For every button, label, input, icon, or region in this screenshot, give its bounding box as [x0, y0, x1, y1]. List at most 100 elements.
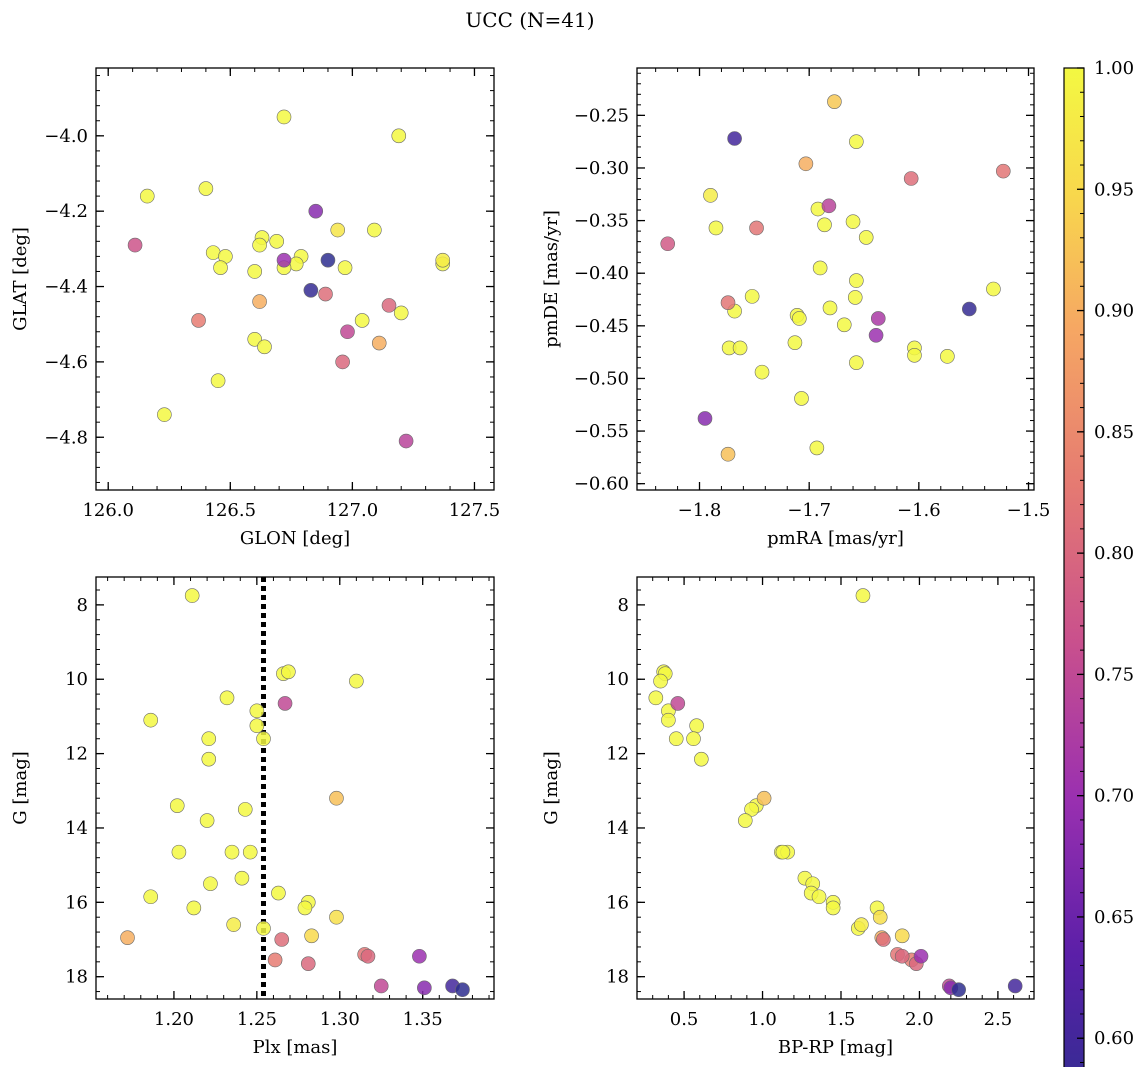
- y-tick-label: 10: [65, 669, 88, 690]
- data-point: [727, 131, 742, 146]
- data-point: [256, 731, 271, 747]
- data-point: [817, 217, 832, 233]
- data-point: [847, 290, 863, 305]
- y-tick-label: 16: [606, 892, 629, 913]
- x-tick-label: −1.5: [1007, 500, 1051, 521]
- data-point: [809, 440, 825, 456]
- data-point: [269, 234, 284, 249]
- data-point: [120, 930, 135, 945]
- data-point: [198, 181, 214, 196]
- data-point: [186, 900, 202, 916]
- y-tick-label: −4.6: [44, 352, 88, 373]
- data-point: [257, 339, 272, 355]
- data-point: [668, 731, 684, 747]
- data-point: [237, 802, 253, 817]
- colorbar-tick-label: 0.85: [1094, 422, 1134, 443]
- data-point: [870, 311, 886, 326]
- axes-frame: [95, 576, 495, 1000]
- x-tick-label: 127.0: [327, 500, 379, 521]
- data-point: [271, 885, 286, 901]
- y-tick-label: 12: [65, 744, 88, 765]
- data-point: [822, 300, 838, 316]
- data-point: [267, 952, 283, 968]
- data-point: [201, 731, 217, 747]
- data-point: [689, 718, 704, 734]
- data-point: [247, 331, 263, 347]
- data-point: [127, 237, 143, 253]
- data-point: [329, 909, 344, 925]
- data-point: [744, 802, 759, 817]
- data-point: [412, 948, 427, 964]
- x-tick-label: −1.7: [787, 500, 831, 521]
- axes-frame: [636, 576, 1035, 1000]
- data-point: [798, 156, 814, 172]
- data-point: [648, 690, 664, 706]
- data-point: [1007, 978, 1023, 994]
- colorbar-tick-label: 0.65: [1094, 907, 1134, 928]
- data-point: [961, 301, 977, 317]
- data-point: [330, 222, 346, 238]
- data-point: [256, 921, 271, 936]
- x-axis-label: GLON [deg]: [240, 528, 350, 549]
- x-tick-label: 1.5: [827, 1009, 856, 1030]
- data-point: [226, 917, 241, 932]
- y-tick-label: 14: [65, 818, 88, 839]
- data-point: [234, 870, 250, 886]
- data-point: [849, 355, 864, 370]
- y-tick-label: 16: [65, 892, 88, 913]
- data-point: [894, 928, 910, 944]
- data-point: [694, 751, 709, 767]
- y-tick-label: −0.30: [574, 158, 629, 179]
- data-point: [393, 305, 409, 321]
- y-tick-label: −0.40: [574, 263, 629, 284]
- panel-glon-glat: 126.0 126.5 127.0 127.5 −4.0 −4.2 −4.4 −4.6 −4.8…: [10, 67, 501, 549]
- data-point: [143, 712, 159, 728]
- x-tick-label: 1.30: [320, 1009, 360, 1030]
- data-point: [360, 948, 376, 964]
- data-point: [775, 844, 791, 860]
- x-tick-label: 127.5: [449, 500, 501, 521]
- data-point: [213, 260, 228, 275]
- data-point: [455, 982, 470, 998]
- data-point: [894, 948, 910, 964]
- data-point: [858, 230, 874, 245]
- x-tick-label: 2.5: [984, 1009, 1013, 1030]
- x-tick-label: −1.8: [678, 500, 722, 521]
- x-tick-label: 2.0: [905, 1009, 934, 1030]
- data-point: [281, 664, 296, 680]
- data-point: [732, 340, 748, 356]
- data-point: [749, 220, 764, 236]
- data-point: [995, 163, 1011, 179]
- data-point: [787, 335, 803, 350]
- data-point: [836, 317, 852, 333]
- data-point: [903, 171, 919, 186]
- data-point: [157, 407, 172, 422]
- data-point: [845, 214, 861, 229]
- data-point: [868, 328, 884, 343]
- y-axis-label: G [mag]: [541, 751, 562, 824]
- data-point: [367, 222, 382, 238]
- data-point: [913, 948, 929, 964]
- data-point: [756, 790, 772, 806]
- data-point: [252, 294, 267, 309]
- figure-title: UCC (N=41): [465, 8, 594, 32]
- y-tick-label: −0.35: [574, 211, 629, 232]
- data-point: [381, 298, 397, 313]
- data-point: [825, 900, 841, 916]
- x-tick-label: 126.0: [82, 500, 134, 521]
- x-tick-label: 1.20: [154, 1009, 194, 1030]
- data-point: [737, 813, 753, 828]
- data-point: [986, 281, 1001, 297]
- y-tick-label: −0.25: [574, 105, 629, 126]
- data-point: [371, 335, 387, 351]
- y-tick-label: 10: [606, 669, 629, 690]
- data-point: [249, 718, 265, 734]
- data-point: [169, 798, 185, 813]
- data-point: [199, 813, 215, 828]
- data-point: [744, 289, 760, 304]
- y-tick-label: 18: [65, 967, 88, 988]
- data-point: [308, 203, 324, 219]
- data-point: [340, 324, 355, 340]
- data-point: [670, 696, 686, 711]
- axes-frame: [636, 67, 1035, 491]
